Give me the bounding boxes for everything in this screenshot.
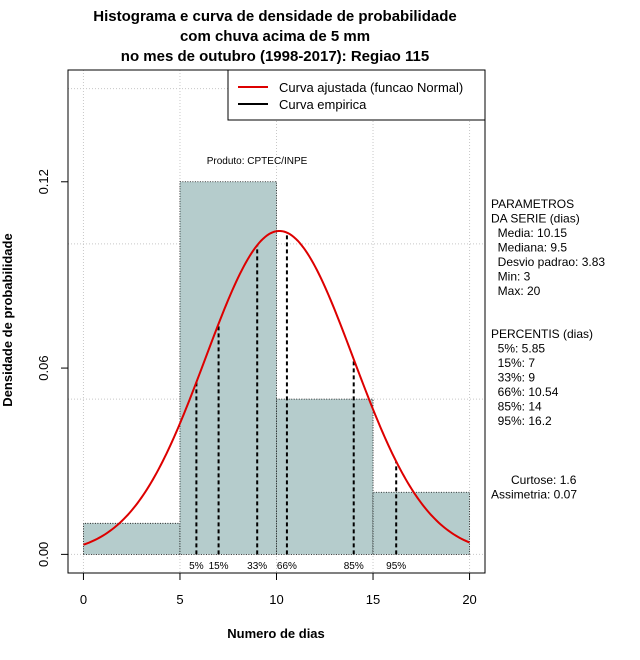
bar-outline bbox=[179, 181, 277, 555]
percentile-label: 5% bbox=[189, 561, 204, 572]
side-text-line: 66%: 10.54 bbox=[491, 385, 559, 399]
side-text-line: PARAMETROS bbox=[491, 197, 574, 211]
side-text-line: DA SERIE (dias) bbox=[491, 212, 580, 226]
histogram-bar bbox=[276, 399, 374, 555]
product-annotation: Produto: CPTEC/INPE bbox=[207, 156, 308, 167]
legend: Curva ajustada (funcao Normal) Curva empi… bbox=[227, 69, 486, 121]
histogram-bars bbox=[83, 181, 470, 555]
side-text-line: 33%: 9 bbox=[491, 371, 535, 385]
side-text-line: Min: 3 bbox=[491, 270, 531, 284]
percentile-label: 95% bbox=[386, 561, 406, 572]
histogram-bar bbox=[179, 181, 277, 555]
side-text-line: Media: 10.15 bbox=[491, 226, 567, 240]
side-text-line: Max: 20 bbox=[491, 284, 541, 298]
percentile-label: 66% bbox=[277, 561, 297, 572]
normal-curve bbox=[83, 229, 470, 546]
title-line: com chuva acima de 5 mm bbox=[180, 28, 370, 45]
x-axis-label: Numero de dias bbox=[227, 626, 325, 641]
histogram-bar bbox=[83, 523, 180, 555]
x-tick-label: 10 bbox=[269, 592, 283, 607]
axes: 0 5 10 15 20 0.00 0.06 0.12 bbox=[36, 169, 477, 607]
x-tick-label: 20 bbox=[462, 592, 476, 607]
side-text-line: 5%: 5.85 bbox=[491, 342, 545, 356]
side-text-line: 15%: 7 bbox=[491, 356, 535, 370]
side-text-line: Desvio padrao: 3.83 bbox=[491, 255, 605, 269]
legend-box bbox=[227, 69, 486, 121]
bar-outline bbox=[372, 491, 470, 555]
title-line: Histograma e curva de densidade de proba… bbox=[93, 8, 456, 25]
percentile-lines: 5% 15% 33% 66% 85% 95% bbox=[189, 232, 406, 572]
side-text-line: Mediana: 9.5 bbox=[491, 241, 567, 255]
chart-title: Histograma e curva de densidade de proba… bbox=[93, 8, 456, 65]
percentile-label: 85% bbox=[344, 561, 364, 572]
y-tick-label: 0.00 bbox=[36, 542, 51, 567]
side-text-line: PERCENTIS (dias) bbox=[491, 327, 593, 341]
side-text-line: Curtose: 1.6 bbox=[491, 473, 577, 487]
y-tick-label: 0.06 bbox=[36, 355, 51, 380]
title-line: no mes de outubro (1998-2017): Regiao 11… bbox=[121, 48, 429, 65]
legend-label: Curva ajustada (funcao Normal) bbox=[279, 80, 463, 95]
x-tick-label: 15 bbox=[366, 592, 380, 607]
y-axis-label: Densidade de probabilidade bbox=[0, 233, 15, 406]
legend-label: Curva empirica bbox=[279, 97, 367, 112]
y-tick-label: 0.12 bbox=[36, 169, 51, 194]
side-text-line: 85%: 14 bbox=[491, 400, 542, 414]
side-text-line: Assimetria: 0.07 bbox=[491, 488, 577, 502]
x-tick-label: 0 bbox=[80, 592, 87, 607]
side-text-line: 95%: 16.2 bbox=[491, 414, 552, 428]
percentile-label: 15% bbox=[209, 561, 229, 572]
percentile-label: 33% bbox=[247, 561, 267, 572]
x-tick-label: 5 bbox=[176, 592, 183, 607]
normal-curve-line bbox=[83, 229, 470, 546]
bar-outline bbox=[276, 398, 374, 555]
